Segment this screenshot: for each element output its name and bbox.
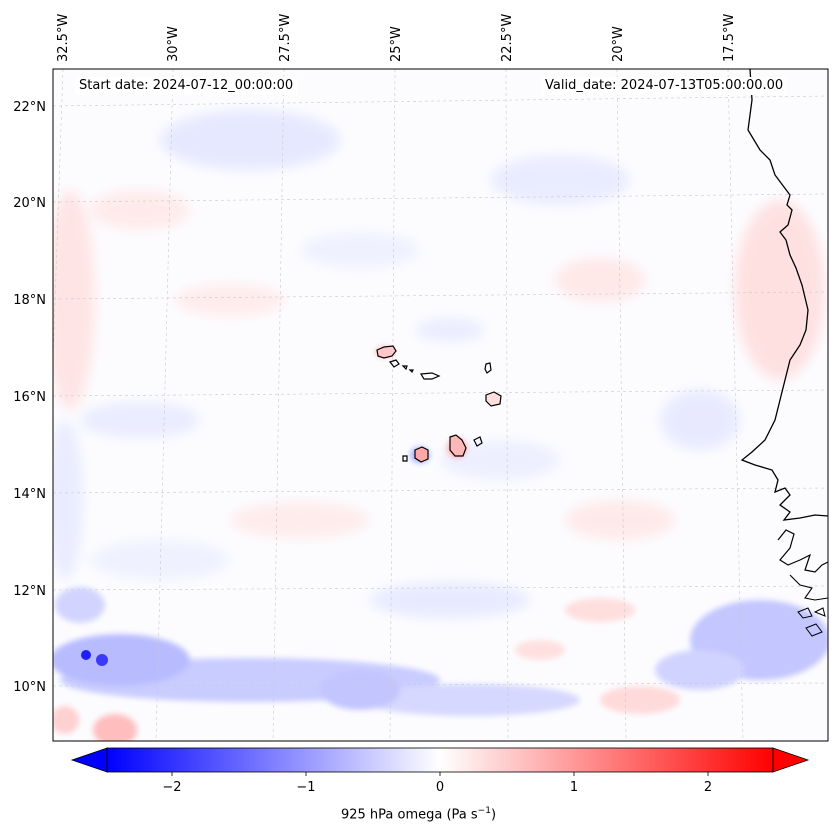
latitude-labels: 22°N 20°N 18°N 16°N 14°N 12°N 10°N: [13, 100, 46, 695]
lon-label: 30°W: [166, 26, 181, 62]
lon-label: 32.5°W: [56, 14, 71, 62]
colorbar-label-text: 925 hPa omega (Pa s: [340, 807, 478, 823]
lon-label: 22.5°W: [500, 14, 515, 62]
lat-label: 16°N: [13, 390, 46, 405]
cape-verde-islands: [376, 345, 502, 463]
colorbar-label-suffix: ): [490, 807, 497, 823]
lat-label: 12°N: [13, 584, 46, 599]
coastline: [740, 69, 828, 637]
lat-label: 20°N: [13, 196, 46, 211]
colorbar-label-exponent: −1: [477, 806, 491, 816]
lat-label: 18°N: [13, 293, 46, 308]
lat-label: 22°N: [13, 100, 46, 115]
colorbar-gradient: [106, 747, 774, 773]
colorbar-extend-low: [70, 747, 108, 773]
colorbar-tick: −2: [162, 780, 181, 795]
omega-field: [53, 110, 828, 741]
colorbar-tick: −1: [296, 780, 315, 795]
lat-label: 14°N: [13, 487, 46, 502]
colorbar-tick: 1: [570, 780, 578, 795]
start-date-label: Start date: 2024-07-12_00:00:00: [75, 77, 298, 95]
lon-label: 25°W: [389, 26, 404, 62]
gridlines: [53, 69, 828, 741]
longitude-labels: 32.5°W 30°W 27.5°W 25°W 22.5°W 20°W 17.5…: [56, 14, 737, 62]
colorbar-tick: 2: [704, 780, 712, 795]
colorbar-extend-high: [772, 747, 810, 773]
lat-label: 10°N: [13, 680, 46, 695]
colorbar-tick: 0: [436, 780, 444, 795]
map-frame: [52, 68, 829, 742]
colorbar-label: 925 hPa omega (Pa s−1): [0, 806, 837, 822]
lon-label: 20°W: [611, 26, 626, 62]
colorbar: −2 −1 0 1 2: [70, 747, 810, 795]
lon-label: 27.5°W: [278, 14, 293, 62]
valid-date-label: Valid_date: 2024-07-13T05:00:00.00: [541, 77, 788, 95]
lon-label: 17.5°W: [722, 14, 737, 62]
